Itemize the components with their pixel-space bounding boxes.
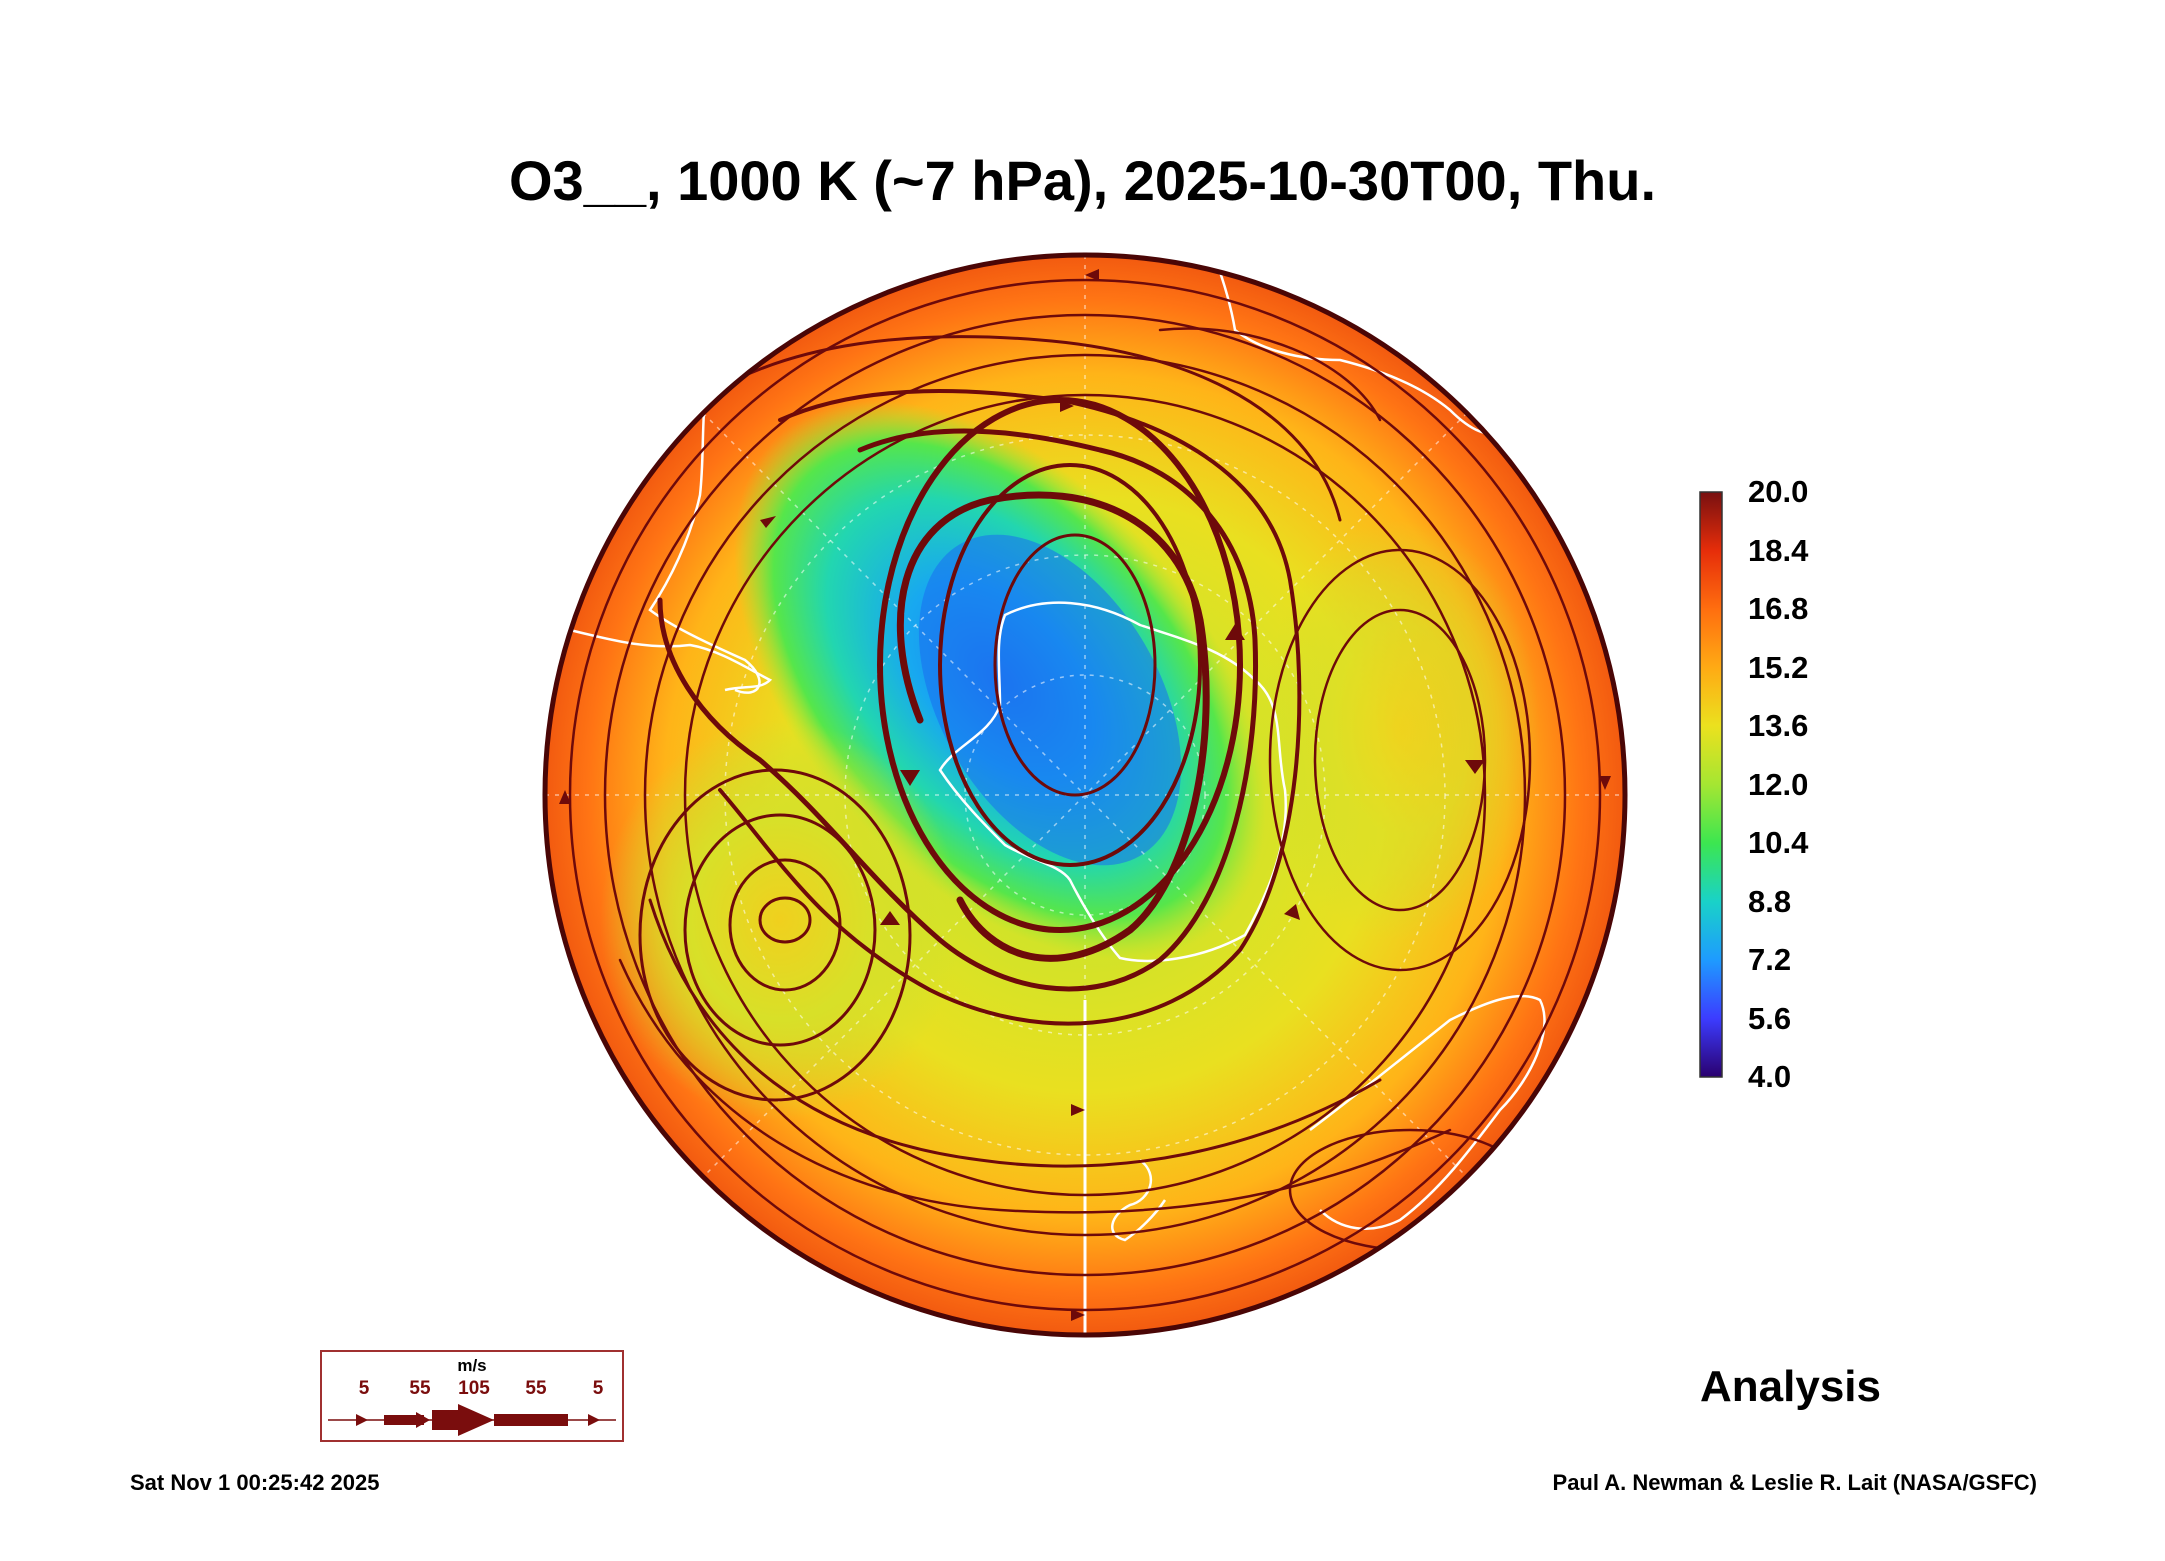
colorbar [1699, 491, 1723, 1078]
colorbar-label: 4.0 [1748, 1059, 1792, 1094]
streamline-arrow [1465, 760, 1485, 774]
wind-legend-speed: 5 [358, 1378, 370, 1399]
streamline [638, 768, 912, 1102]
streamline [618, 958, 1452, 1214]
colorbar-label: 12.0 [1748, 766, 1809, 802]
streamline-arrow [1071, 1309, 1085, 1321]
wind-legend-speed: 105 [458, 1378, 490, 1399]
streamline [683, 813, 877, 1047]
colorbar-label: 15.2 [1748, 649, 1809, 685]
streamline-arrow [760, 516, 776, 528]
colorbar-label: 13.6 [1748, 708, 1809, 743]
wind-legend: m/s 5 55 105 55 5 [320, 1350, 624, 1442]
streamline [993, 533, 1157, 797]
streamline-arrow [1599, 776, 1611, 790]
streamline-arrow [880, 911, 900, 925]
streamline [643, 353, 1527, 1237]
colorbar-label: 18.4 [1748, 532, 1809, 568]
new-zealand-coast [1111, 1159, 1167, 1242]
colorbar-label: 7.2 [1748, 942, 1792, 977]
disc-rim [542, 252, 1628, 1338]
wind-legend-unit: m/s [457, 1356, 487, 1375]
wind-legend-speed: 55 [409, 1378, 431, 1399]
ozone-minimum [918, 534, 1182, 866]
ozone-east-region [1260, 520, 1540, 940]
peninsula-coast [569, 628, 773, 692]
streamline [698, 335, 1342, 522]
australia-coast [1309, 994, 1546, 1230]
colorbar-label: 10.4 [1748, 825, 1809, 860]
wind-legend-speed: 5 [592, 1378, 604, 1399]
africa-coast [1208, 255, 1506, 436]
streamline-arrow [1225, 624, 1245, 640]
streamline [938, 463, 1202, 867]
streamline-arrow [1085, 269, 1099, 281]
streamline [683, 393, 1487, 1197]
streamline-arrow [1071, 1104, 1085, 1116]
streamline [896, 491, 1210, 962]
streamline-arrows [559, 269, 1611, 1321]
streamline-arrow [1284, 904, 1300, 920]
streamline [648, 898, 1382, 1168]
streamline-arrow [559, 790, 571, 804]
streamline-arrow [1060, 400, 1074, 412]
streamline [758, 896, 812, 944]
colorbar-label: 16.8 [1748, 591, 1809, 626]
colorbar-label: 5.6 [1748, 1000, 1792, 1036]
colorbar-label: 20.0 [1748, 474, 1809, 509]
streamline-arrow [900, 770, 920, 786]
coastlines [569, 255, 1546, 1335]
streamline [568, 278, 1602, 1312]
streamline [603, 313, 1567, 1277]
timestamp: Sat Nov 1 00:25:42 2025 [130, 1470, 380, 1495]
analysis-label: Analysis [1700, 1362, 1881, 1411]
wind-legend-speed: 55 [525, 1378, 547, 1399]
streamline [728, 858, 842, 992]
colorbar-label: 8.8 [1748, 883, 1792, 919]
plot-title: O3__, 1000 K (~7 hPa), 2025-10-30T00, Th… [508, 149, 1656, 212]
credit: Paul A. Newman & Leslie R. Lait (NASA/GS… [1552, 1470, 2037, 1495]
wind-legend-arrow [328, 1404, 616, 1436]
